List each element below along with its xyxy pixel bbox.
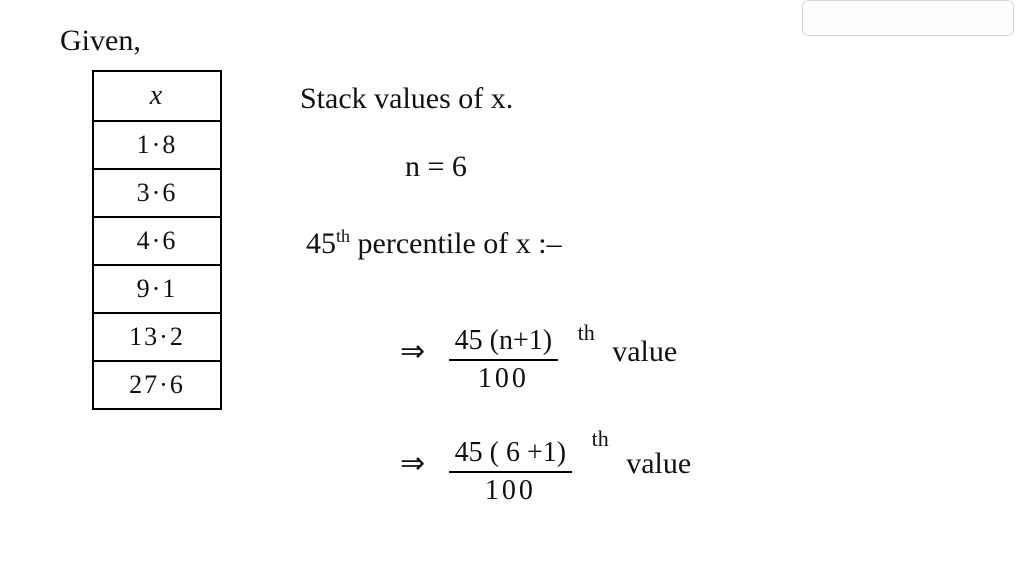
pct-prefix: 45 xyxy=(306,227,336,260)
table-row: 1·8 xyxy=(93,121,221,169)
fraction-2-numerator: 45 ( 6 +1) xyxy=(449,438,572,473)
implies-arrow-icon xyxy=(400,446,425,481)
fraction-1-numerator: 45 (n+1) xyxy=(449,326,558,361)
table-row: 27·6 xyxy=(93,361,221,409)
pct-th: th xyxy=(336,226,350,246)
fraction-1: 45 (n+1) 100 xyxy=(449,326,558,395)
percentile-heading: 45th percentile of x :– xyxy=(306,226,562,261)
corner-ui-box xyxy=(802,0,1014,36)
step-2-formula: 45 ( 6 +1) 100 th value xyxy=(400,432,691,501)
given-label: Given, xyxy=(60,24,141,58)
fraction-2: 45 ( 6 +1) 100 xyxy=(449,438,572,507)
table-row: 9·1 xyxy=(93,265,221,313)
step1-th: th xyxy=(578,320,595,346)
step-1-formula: 45 (n+1) 100 th value xyxy=(400,320,677,389)
implies-arrow-icon xyxy=(400,334,425,369)
fraction-2-denominator: 100 xyxy=(449,473,572,507)
step2-value-word: value xyxy=(626,447,691,481)
n-equals-text: n = 6 xyxy=(405,150,467,184)
x-values-table: x 1·8 3·6 4·6 9·1 13·2 27·6 xyxy=(92,70,222,410)
step2-th: th xyxy=(592,426,609,452)
table-row: 3·6 xyxy=(93,169,221,217)
stack-values-text: Stack values of x. xyxy=(300,82,513,116)
pct-rest: percentile of x :– xyxy=(350,227,562,260)
fraction-1-denominator: 100 xyxy=(449,361,558,395)
table-header: x xyxy=(93,71,221,121)
step1-value-word: value xyxy=(612,335,677,369)
table-row: 13·2 xyxy=(93,313,221,361)
table-row: 4·6 xyxy=(93,217,221,265)
